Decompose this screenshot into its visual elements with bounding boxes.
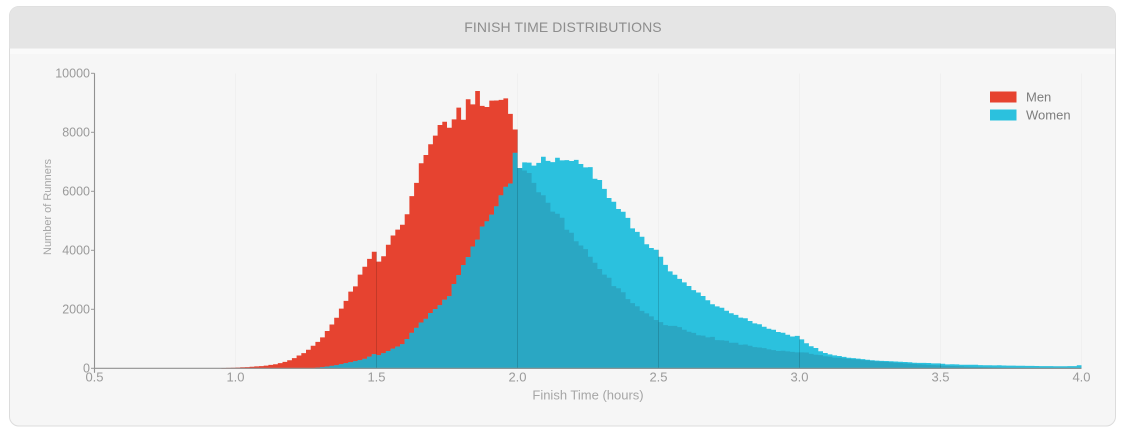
svg-text:Finish Time (hours): Finish Time (hours) (532, 388, 643, 403)
svg-text:10000: 10000 (55, 67, 90, 81)
svg-text:2.5: 2.5 (649, 370, 667, 385)
svg-text:2000: 2000 (62, 303, 90, 317)
svg-text:1.0: 1.0 (226, 370, 244, 385)
svg-text:6000: 6000 (62, 185, 90, 199)
svg-text:FINISH TIME DISTRIBUTIONS: FINISH TIME DISTRIBUTIONS (464, 19, 661, 35)
svg-text:0: 0 (83, 362, 90, 376)
svg-text:0.5: 0.5 (85, 370, 103, 385)
svg-text:Women: Women (1026, 108, 1071, 123)
svg-text:Number of Runners: Number of Runners (42, 159, 54, 255)
svg-text:Men: Men (1026, 90, 1051, 105)
svg-text:4000: 4000 (62, 244, 90, 258)
svg-text:3.5: 3.5 (931, 370, 949, 385)
svg-text:1.5: 1.5 (367, 370, 385, 385)
svg-text:4.0: 4.0 (1072, 370, 1090, 385)
svg-text:8000: 8000 (62, 126, 90, 140)
svg-text:2.0: 2.0 (508, 370, 526, 385)
svg-text:3.0: 3.0 (790, 370, 808, 385)
